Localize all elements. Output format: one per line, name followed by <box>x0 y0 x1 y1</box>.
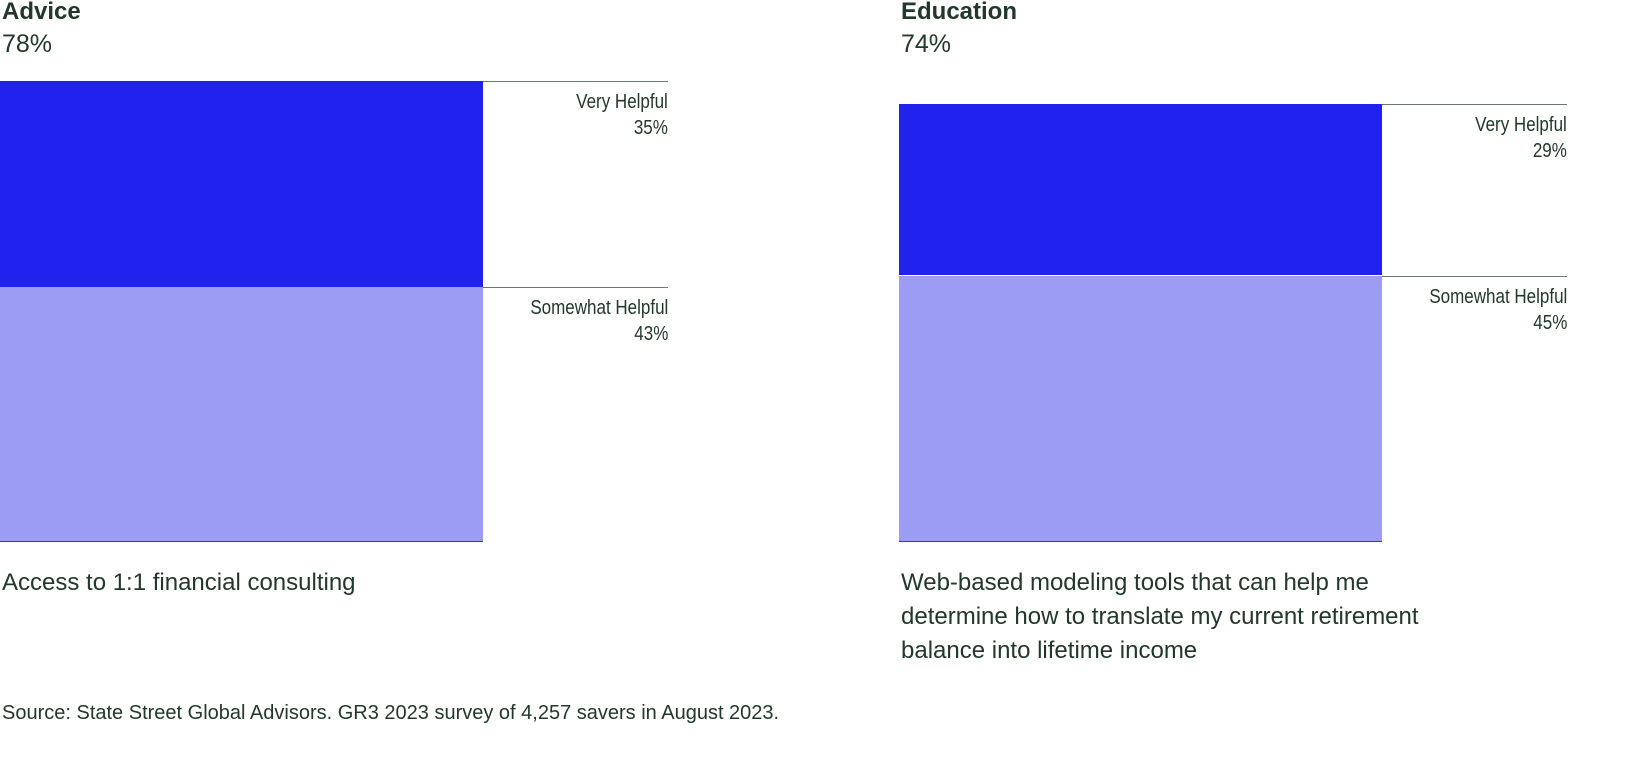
bar-segment-somewhat-helpful <box>0 287 483 541</box>
bar-segment-very-helpful <box>899 104 1382 276</box>
segment-divider <box>1382 104 1567 106</box>
baseline <box>899 541 1382 542</box>
bar-segment-very-helpful <box>0 80 483 288</box>
segment-name: Very Helpful <box>576 90 668 113</box>
segment-value: 29% <box>1532 140 1567 163</box>
source-note: Source: State Street Global Advisors. GR… <box>2 702 780 724</box>
bar-segment-somewhat-helpful <box>899 275 1382 541</box>
education-panel: Education 74% Very Helpful 29% Somewhat He… <box>899 0 1569 680</box>
segment-divider <box>483 80 668 82</box>
baseline <box>0 541 483 542</box>
segment-value: 35% <box>633 116 668 139</box>
panel-total: 74% <box>901 30 952 58</box>
segment-name: Very Helpful <box>1475 114 1567 137</box>
segment-label: Somewhat Helpful 45% <box>1429 284 1567 336</box>
segment-name: Somewhat Helpful <box>530 297 668 320</box>
panel-title: Advice <box>2 0 81 25</box>
segment-value: 45% <box>1532 311 1567 334</box>
panel-caption: Access to 1:1 financial consulting <box>2 569 356 596</box>
segment-divider <box>1382 275 1567 277</box>
panel-caption: Web-based modeling tools that can help m… <box>901 569 1419 664</box>
segment-label: Very Helpful 29% <box>1475 112 1567 164</box>
segment-label: Somewhat Helpful 43% <box>530 295 668 347</box>
segment-label: Very Helpful 35% <box>576 89 668 141</box>
segment-divider <box>483 287 668 289</box>
segment-value: 43% <box>633 323 668 346</box>
panel-title: Education <box>901 0 1018 25</box>
segment-name: Somewhat Helpful <box>1429 285 1567 308</box>
advice-panel: Advice 78% Very Helpful 35% Somewhat Helpf… <box>0 0 670 680</box>
panel-total: 78% <box>2 30 53 58</box>
